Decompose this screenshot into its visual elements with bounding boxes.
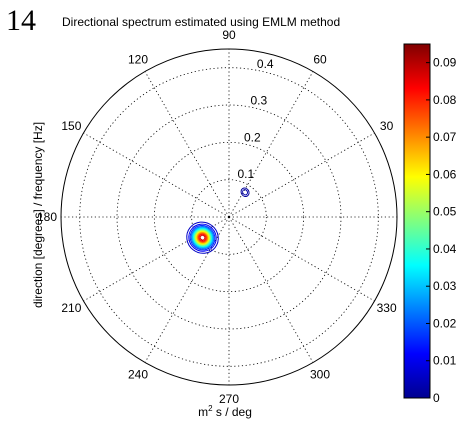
colorbar-tick-label: 0.02 bbox=[433, 316, 457, 330]
colorbar-tick-label: 0.03 bbox=[433, 279, 457, 293]
angular-tick-label: 120 bbox=[128, 52, 148, 66]
colorbar-ramp bbox=[403, 43, 431, 399]
contour-line bbox=[186, 221, 219, 254]
angular-tick-label: 270 bbox=[219, 392, 239, 406]
radial-grid-ring bbox=[153, 141, 305, 293]
radial-tick-label: 0.4 bbox=[257, 57, 274, 71]
colorbar-tick-label: 0.09 bbox=[433, 56, 457, 70]
radial-tick-label: 0.1 bbox=[237, 167, 254, 181]
contour-line bbox=[193, 228, 212, 247]
contour-line bbox=[188, 223, 217, 252]
contour-line bbox=[199, 234, 206, 241]
x-axis-label-rest: s / deg bbox=[215, 405, 252, 419]
colorbar-tick-label: 0.05 bbox=[433, 205, 457, 219]
polar-grid bbox=[60, 48, 398, 386]
colorbar-tick-label: 0 bbox=[433, 391, 440, 405]
colorbar-tick-label: 0.01 bbox=[433, 354, 457, 368]
x-axis-label-base: m bbox=[198, 405, 209, 419]
contour-line bbox=[196, 231, 209, 244]
contour-line bbox=[192, 227, 213, 248]
angular-tick-label: 210 bbox=[61, 301, 81, 315]
colorbar-tick-label: 0.04 bbox=[433, 242, 457, 256]
polar-labels: 0.10.20.30.40306090120150180210240270300… bbox=[37, 28, 415, 406]
contour-layer bbox=[186, 187, 250, 254]
angular-grid-spoke bbox=[228, 216, 375, 302]
angular-tick-label: 300 bbox=[310, 368, 330, 382]
radial-tick-label: 0.3 bbox=[250, 94, 267, 108]
colorbar-tick-label: 0.07 bbox=[433, 130, 457, 144]
contour-line bbox=[195, 231, 210, 245]
contour-line bbox=[191, 226, 214, 249]
radial-grid-ring bbox=[116, 104, 342, 330]
angular-grid-spoke bbox=[228, 132, 375, 218]
angular-tick-label: 150 bbox=[61, 119, 81, 133]
angular-tick-label: 240 bbox=[128, 368, 148, 382]
radial-tick-label: 0.2 bbox=[244, 130, 261, 144]
contour-line bbox=[193, 229, 212, 247]
figure-number: 14 bbox=[6, 4, 36, 37]
angular-grid-spoke bbox=[83, 216, 230, 302]
colorbar-tick-label: 0.06 bbox=[433, 167, 457, 181]
colorbar-tick-label: 0.08 bbox=[433, 93, 457, 107]
contour-line bbox=[240, 187, 250, 198]
contour-line bbox=[189, 224, 216, 251]
angular-grid-spoke bbox=[144, 71, 230, 218]
angular-grid-spoke bbox=[83, 132, 230, 218]
contour-line bbox=[194, 229, 211, 246]
angular-tick-label: 90 bbox=[222, 28, 236, 42]
x-axis-label-sup: 2 bbox=[208, 404, 213, 413]
contour-line bbox=[198, 233, 207, 242]
contour-line bbox=[197, 232, 208, 243]
angular-tick-label: 180 bbox=[37, 210, 57, 224]
chart-title: Directional spectrum estimated using EML… bbox=[62, 15, 341, 29]
angular-grid-spoke bbox=[228, 71, 314, 218]
contour-line bbox=[242, 189, 248, 196]
contour-line bbox=[195, 230, 210, 245]
angular-grid-spoke bbox=[144, 216, 230, 363]
angular-grid-spoke bbox=[228, 216, 314, 363]
angular-tick-label: 60 bbox=[313, 52, 327, 66]
contour-line bbox=[190, 226, 215, 250]
angular-tick-label: 330 bbox=[377, 301, 397, 315]
radial-grid-ring bbox=[191, 179, 267, 255]
angular-tick-label: 30 bbox=[380, 119, 394, 133]
x-axis-label: m2 s / deg bbox=[175, 404, 275, 419]
contour-line bbox=[197, 233, 208, 243]
colorbar: 0 0.01 0.02 0.03 0.04 0.05 0.06 0.07 0.08 0.09 bbox=[403, 43, 457, 405]
